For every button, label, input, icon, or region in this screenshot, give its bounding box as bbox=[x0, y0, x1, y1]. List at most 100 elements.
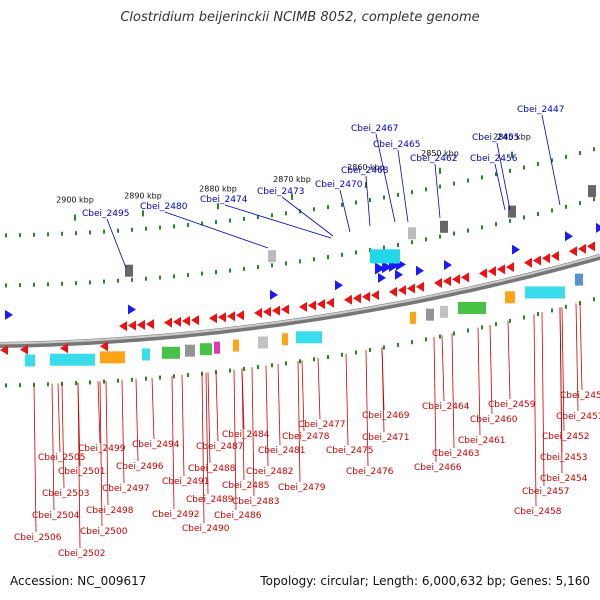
reverse-leader-line bbox=[105, 380, 109, 506]
scale-tick bbox=[439, 167, 441, 174]
reverse-leader-line bbox=[33, 384, 37, 533]
tick-mark bbox=[271, 363, 273, 368]
tick-mark bbox=[327, 255, 329, 260]
tick-mark bbox=[75, 281, 77, 286]
tick-mark bbox=[33, 282, 35, 287]
reverse-gene-arrow bbox=[272, 305, 280, 316]
tick-mark bbox=[439, 234, 441, 239]
reverse-gene-arrow bbox=[20, 344, 28, 355]
reverse-gene-label: Cbei_2483 bbox=[232, 497, 279, 507]
tick-mark bbox=[145, 226, 147, 231]
forward-gene-label: Cbei_2455 bbox=[472, 133, 519, 143]
cog-block-upper bbox=[125, 264, 133, 277]
tick-mark bbox=[453, 231, 455, 236]
reverse-gene-label: Cbei_2476 bbox=[346, 467, 394, 477]
tick-mark bbox=[103, 379, 105, 384]
tick-mark bbox=[467, 228, 469, 233]
reverse-gene-label: Cbei_2471 bbox=[362, 433, 409, 443]
forward-leader-line bbox=[494, 163, 506, 211]
tick-mark bbox=[439, 334, 441, 339]
tick-mark bbox=[61, 231, 63, 236]
scale-tick bbox=[142, 210, 144, 217]
reverse-gene-arrow bbox=[281, 304, 289, 315]
reverse-gene-label: Cbei_2505 bbox=[38, 453, 85, 463]
tick-mark bbox=[509, 318, 511, 323]
tick-mark bbox=[397, 342, 399, 347]
tick-mark bbox=[341, 202, 343, 207]
scale-tick bbox=[365, 182, 367, 189]
forward-leader-line bbox=[164, 211, 269, 249]
tick-mark bbox=[467, 178, 469, 183]
tick-mark bbox=[187, 223, 189, 228]
reverse-gene-arrow bbox=[308, 300, 316, 311]
accession-text: Accession: NC_009617 bbox=[10, 574, 147, 588]
tick-mark bbox=[495, 322, 497, 327]
reverse-gene-label: Cbei_2475 bbox=[326, 446, 373, 456]
reverse-gene-arrow bbox=[488, 266, 496, 277]
tick-mark bbox=[411, 190, 413, 195]
reverse-leader-line bbox=[201, 372, 205, 524]
reverse-gene-label: Cbei_2451 bbox=[556, 412, 600, 422]
tick-mark bbox=[61, 281, 63, 286]
tick-mark bbox=[19, 233, 21, 238]
reverse-leader-line bbox=[207, 372, 211, 464]
forward-gene-label: Cbei_2456 bbox=[470, 154, 518, 164]
cog-block bbox=[426, 308, 434, 321]
tick-mark bbox=[495, 172, 497, 177]
forward-leader-line bbox=[375, 133, 396, 223]
reverse-gene-label: Cbei_2487 bbox=[196, 442, 243, 452]
tick-mark bbox=[355, 250, 357, 255]
reverse-gene-label: Cbei_2502 bbox=[58, 549, 105, 559]
reverse-gene-arrow bbox=[479, 268, 487, 279]
tick-mark bbox=[593, 147, 595, 152]
forward-gene-arrow bbox=[395, 269, 403, 280]
tick-mark bbox=[537, 162, 539, 167]
reverse-gene-arrow bbox=[506, 262, 514, 273]
tick-mark bbox=[425, 337, 427, 342]
tick-mark bbox=[173, 274, 175, 279]
forward-leader-line bbox=[496, 142, 511, 211]
reverse-gene-arrow bbox=[353, 293, 361, 304]
scale-label: 2890 kbp bbox=[124, 191, 162, 200]
reverse-gene-label: Cbei_2488 bbox=[188, 464, 236, 474]
reverse-gene-arrow bbox=[416, 281, 424, 292]
cog-block bbox=[100, 351, 125, 364]
reverse-gene-label: Cbei_2500 bbox=[80, 527, 128, 537]
tick-mark bbox=[103, 229, 105, 234]
forward-leader-line bbox=[339, 189, 351, 233]
tick-mark bbox=[33, 232, 35, 237]
forward-gene-arrow bbox=[375, 262, 385, 275]
reverse-gene-arrow bbox=[263, 306, 271, 317]
tick-mark bbox=[327, 355, 329, 360]
tick-mark bbox=[243, 266, 245, 271]
cog-block bbox=[258, 336, 268, 349]
tick-mark bbox=[271, 213, 273, 218]
reverse-gene-arrow bbox=[524, 257, 532, 268]
reverse-gene-arrow bbox=[317, 299, 325, 310]
tick-mark bbox=[285, 361, 287, 366]
reverse-gene-arrow bbox=[254, 307, 262, 318]
tick-mark bbox=[285, 211, 287, 216]
reverse-leader-line bbox=[77, 382, 81, 549]
scale-tick bbox=[511, 151, 513, 158]
tick-mark bbox=[453, 331, 455, 336]
cog-block-upper bbox=[408, 227, 416, 240]
tick-mark bbox=[131, 227, 133, 232]
tick-mark bbox=[425, 187, 427, 192]
scale-label: 2900 kbp bbox=[56, 196, 94, 205]
tick-mark bbox=[481, 175, 483, 180]
reverse-gene-arrow bbox=[137, 319, 145, 330]
tick-mark bbox=[537, 212, 539, 217]
forward-gene-arrow bbox=[378, 272, 386, 283]
reverse-gene-arrow bbox=[587, 241, 595, 252]
tick-mark bbox=[243, 216, 245, 221]
reverse-gene-label: Cbei_2459 bbox=[488, 400, 536, 410]
reverse-gene-label: Cbei_2477 bbox=[298, 420, 345, 430]
reverse-gene-label: Cbei_2486 bbox=[214, 511, 262, 521]
tick-mark bbox=[383, 345, 385, 350]
map-title: Clostridium beijerinckii NCIMB 8052, com… bbox=[120, 10, 480, 25]
tick-mark bbox=[257, 265, 259, 270]
tick-mark bbox=[19, 283, 21, 288]
cog-block-upper bbox=[588, 185, 596, 198]
reverse-gene-label: Cbei_2494 bbox=[132, 440, 180, 450]
